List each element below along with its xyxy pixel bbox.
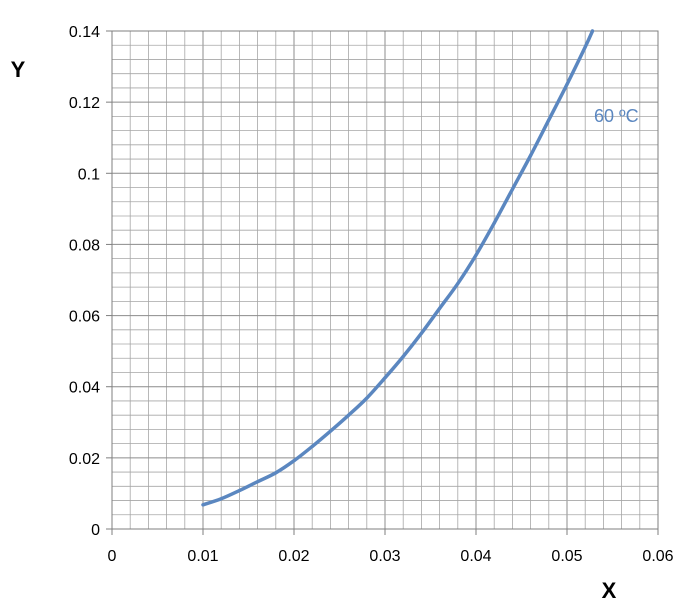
- series-label-60c: 60 ºC: [594, 106, 639, 126]
- data-point: [438, 306, 442, 310]
- x-tick-label: 0.02: [278, 548, 309, 565]
- data-point: [256, 480, 260, 484]
- data-point: [274, 471, 278, 475]
- x-tick-label: 0: [108, 548, 117, 565]
- x-tick-label: 0.06: [642, 548, 673, 565]
- data-point: [219, 497, 223, 501]
- y-tick-label: 0: [91, 522, 100, 539]
- y-axis-title: Y: [11, 57, 26, 82]
- x-axis-title: X: [602, 578, 617, 603]
- y-tick-label: 0.12: [69, 95, 100, 112]
- y-tick-label: 0.08: [69, 237, 100, 254]
- data-point: [383, 376, 387, 380]
- data-point: [310, 444, 314, 448]
- data-point: [365, 396, 369, 400]
- data-point: [201, 503, 205, 507]
- y-tick-label: 0.06: [69, 309, 100, 326]
- data-point: [292, 459, 296, 463]
- data-point: [529, 154, 533, 157]
- data-point: [565, 82, 569, 86]
- y-tick-label: 0.04: [69, 380, 100, 397]
- data-point: [492, 221, 496, 225]
- y-tick-label: 0.02: [69, 451, 100, 468]
- y-axis-ticks: 0 0.02 0.04 0.06 0.08 0.1 0.12 0.14: [69, 24, 112, 539]
- data-point: [401, 354, 405, 358]
- data-point: [456, 282, 460, 286]
- grid: [111, 30, 659, 530]
- data-point: [590, 29, 594, 33]
- data-point: [328, 429, 332, 433]
- data-point: [547, 118, 551, 122]
- data-point: [347, 413, 351, 417]
- x-axis-ticks: 0 0.01 0.02 0.03 0.04 0.05 0.06: [108, 529, 674, 565]
- data-point: [237, 489, 241, 493]
- y-tick-label: 0.1: [78, 166, 100, 183]
- data-point: [419, 331, 423, 335]
- data-point: [510, 187, 514, 191]
- series-layer: [201, 29, 595, 507]
- x-tick-label: 0.05: [551, 548, 582, 565]
- x-tick-label: 0.03: [369, 548, 400, 565]
- data-point: [474, 253, 478, 257]
- x-tick-label: 0.01: [187, 548, 218, 565]
- data-point: [583, 45, 587, 49]
- y-tick-label: 0.14: [69, 24, 100, 41]
- x-tick-label: 0.04: [460, 548, 491, 565]
